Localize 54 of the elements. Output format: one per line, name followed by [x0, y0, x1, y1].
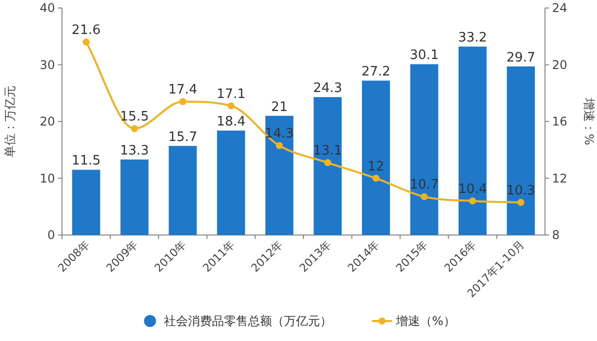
data-label: 18.4 — [216, 114, 246, 130]
y-tick-label: 10 — [40, 171, 55, 186]
data-label: 11.5 — [72, 154, 101, 169]
y2-axis-title: 增速：% — [582, 96, 596, 146]
data-label: 17.4 — [168, 82, 198, 98]
bar — [410, 64, 438, 235]
legend-label: 增速（%） — [395, 314, 456, 328]
data-label: 29.7 — [506, 50, 536, 66]
point — [228, 102, 235, 110]
y-tick-label: 40 — [40, 1, 55, 15]
bar — [168, 146, 197, 235]
data-label: 10.4 — [458, 182, 488, 197]
point — [82, 38, 90, 46]
y-tick-label: 30 — [40, 58, 55, 72]
data-label: 14.3 — [264, 126, 294, 142]
data-label: 15.7 — [168, 130, 198, 145]
y2-tick-label: 16 — [552, 114, 568, 128]
point — [179, 98, 186, 106]
y-tick-label: 0 — [47, 228, 55, 242]
data-label: 21.6 — [72, 23, 101, 38]
data-label: 12 — [368, 159, 384, 174]
data-label: 30.1 — [410, 48, 439, 64]
point — [420, 193, 428, 200]
y-tick-label: 20 — [40, 114, 55, 128]
bar — [120, 160, 148, 235]
data-label: 15.5 — [120, 110, 149, 125]
point — [517, 198, 524, 206]
point — [324, 159, 332, 166]
bar — [506, 66, 535, 235]
data-label: 24.3 — [313, 81, 342, 96]
bar — [217, 130, 246, 235]
y2-tick-label: 20 — [552, 58, 568, 72]
data-label: 13.3 — [120, 144, 149, 159]
legend-label: 社会消费品零售总额（万亿元） — [164, 314, 332, 328]
data-label: 33.2 — [458, 30, 488, 46]
data-label: 10.3 — [506, 183, 536, 198]
point — [130, 125, 138, 132]
data-label: 13.1 — [313, 144, 342, 159]
y2-tick-label: 8 — [552, 228, 560, 242]
data-label: 27.2 — [361, 64, 390, 80]
bar — [458, 46, 487, 235]
bar — [265, 116, 294, 235]
point — [372, 174, 380, 182]
bar — [314, 97, 342, 235]
point — [469, 197, 476, 204]
data-label: 10.7 — [410, 178, 439, 193]
y2-tick-label: 24 — [552, 1, 568, 15]
data-label: 17.1 — [216, 86, 246, 102]
y-axis-title: 单位：万亿元 — [3, 86, 17, 158]
bar — [72, 170, 100, 235]
data-label: 21 — [271, 100, 288, 115]
bar — [362, 80, 390, 235]
y2-tick-label: 12 — [552, 171, 568, 186]
point — [276, 142, 283, 150]
